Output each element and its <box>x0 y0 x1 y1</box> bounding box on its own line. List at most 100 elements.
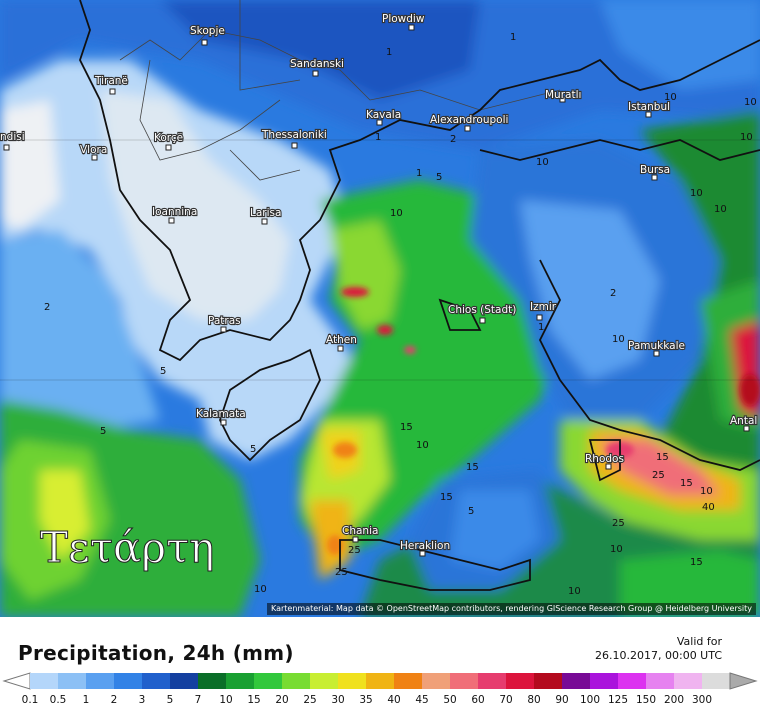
legend-swatch <box>506 673 535 689</box>
contour-label: 10 <box>568 586 581 597</box>
legend-tick-label: 15 <box>247 694 261 706</box>
contour-label: 25 <box>652 470 665 481</box>
valid-time: Valid for 26.10.2017, 00:00 UTC <box>595 635 722 663</box>
city-label: Ioannina <box>152 206 197 218</box>
legend-swatch <box>142 673 171 689</box>
precip-peaks <box>327 287 760 555</box>
contour-label: 10 <box>612 334 625 345</box>
precip-field <box>0 0 760 617</box>
city-label: Skopje <box>190 25 225 37</box>
contour-label: 1 <box>510 32 516 43</box>
legend-swatch <box>254 673 283 689</box>
legend-arrow-high <box>729 672 758 690</box>
contour-label: 10 <box>700 486 713 497</box>
city-label: Rhodos <box>585 453 624 465</box>
city-label: Vlora <box>80 144 107 156</box>
contour-label: 15 <box>466 462 479 473</box>
city-label: Pamukkale <box>628 340 685 352</box>
city-label: Heraklion <box>400 540 450 552</box>
city-label: Chania <box>342 525 378 537</box>
contour-label: 15 <box>440 492 453 503</box>
valid-value: 26.10.2017, 00:00 UTC <box>595 649 722 662</box>
contour-labels: 1 1 10 10 1 2 10 10 10 1 5 10 10 2 2 1 1… <box>44 32 757 597</box>
map-attribution: Kartenmaterial: Map data © OpenStreetMap… <box>266 603 756 615</box>
contour-label: 15 <box>680 478 693 489</box>
legend-swatch <box>478 673 507 689</box>
legend-swatch <box>366 673 395 689</box>
legend-tick-label: 45 <box>415 694 429 706</box>
contour-label: 5 <box>436 172 442 183</box>
contour-label: 2 <box>44 302 50 313</box>
day-label: Τετάρτη <box>40 523 214 572</box>
chart-title: Precipitation, 24h (mm) <box>18 641 294 665</box>
contour-label: 10 <box>416 440 429 451</box>
legend-tick-label: 0.5 <box>49 694 67 706</box>
legend-swatch <box>338 673 367 689</box>
city-label: Tiranë <box>94 75 128 87</box>
legend-tick-label: 3 <box>138 694 146 706</box>
legend-tick-label: 40 <box>387 694 401 706</box>
contour-label: 10 <box>536 157 549 168</box>
legend-tick-label: 1 <box>82 694 90 706</box>
legend-tick-label: 90 <box>555 694 569 706</box>
legend-tick-label: 300 <box>691 694 713 706</box>
city-label: Thessaloniki <box>261 129 327 141</box>
contour-label: 10 <box>664 92 677 103</box>
contour-label: 10 <box>744 97 757 108</box>
contour-label: 25 <box>335 567 348 578</box>
contour-label: 15 <box>690 557 703 568</box>
legend-tick-label: 10 <box>219 694 233 706</box>
contour-label: 25 <box>612 518 625 529</box>
legend-tick-label: 70 <box>499 694 513 706</box>
contour-label: 1 <box>386 47 392 58</box>
legend-tick-label: 125 <box>607 694 629 706</box>
coastlines <box>79 0 760 591</box>
grid-lines <box>0 139 760 381</box>
legend-tick-label: 30 <box>331 694 345 706</box>
contour-label: 15 <box>656 452 669 463</box>
city-label: Larisa <box>250 207 281 219</box>
contour-label: 40 <box>702 502 715 513</box>
legend-swatch <box>226 673 255 689</box>
legend-swatch <box>702 673 731 689</box>
borders <box>119 0 561 181</box>
legend-tick-label: 5 <box>166 694 174 706</box>
city-label: Alexandroupoli <box>430 114 508 126</box>
contour-label: 15 <box>400 422 413 433</box>
contour-label: 2 <box>610 288 616 299</box>
contour-label: 2 <box>450 134 456 145</box>
legend-swatch <box>58 673 87 689</box>
city-label: Korçë <box>154 132 183 144</box>
legend-swatch <box>394 673 423 689</box>
legend-tick-label: 60 <box>471 694 485 706</box>
contour-label: 25 <box>348 545 361 556</box>
contour-label: 1 <box>416 168 422 179</box>
contour-label: 10 <box>254 584 267 595</box>
legend-tick-label: 50 <box>443 694 457 706</box>
legend-tick-label: 80 <box>527 694 541 706</box>
contour-label: 10 <box>690 188 703 199</box>
legend-swatch <box>422 673 451 689</box>
legend-swatch <box>590 673 619 689</box>
city-label: Sandanski <box>290 58 344 70</box>
city-label: Kavala <box>366 109 401 121</box>
contour-label: 5 <box>160 366 166 377</box>
city-label: Patras <box>208 315 241 327</box>
city-label: Istanbul <box>628 101 670 113</box>
legend-swatch <box>198 673 227 689</box>
contour-label: 5 <box>100 426 106 437</box>
legend-tick-label: 25 <box>303 694 317 706</box>
legend-tick-label: 20 <box>275 694 289 706</box>
legend-arrow-low <box>2 672 31 690</box>
legend-swatch <box>674 673 703 689</box>
legend-swatch <box>30 673 59 689</box>
contour-label: 5 <box>468 506 474 517</box>
contour-label: 10 <box>714 204 727 215</box>
precipitation-map: Skopje Plowdiw Sandanski Tiranë Muratlı … <box>0 0 760 617</box>
city-label: Antal <box>730 415 757 427</box>
city-label: ndisi <box>0 131 25 143</box>
color-legend-ticks: 0.1 0.5 1 2 3 5 7 10 15 20 25 30 35 40 45 50 60 70 80 90 100… <box>0 694 760 710</box>
legend-swatch <box>114 673 143 689</box>
legend-tick-label: 100 <box>579 694 601 706</box>
city-label: Athen <box>326 334 357 346</box>
